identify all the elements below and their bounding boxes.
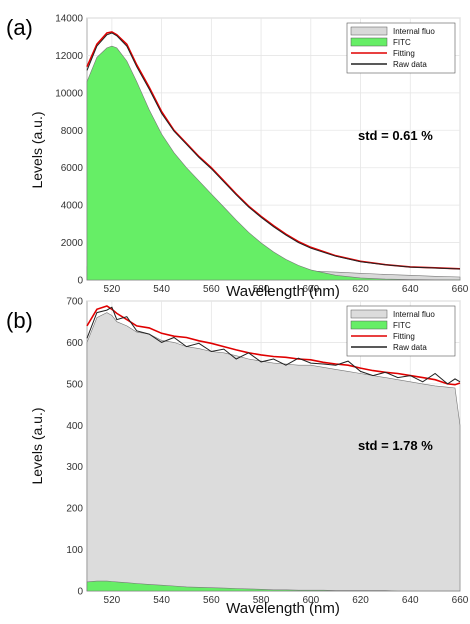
panel-a: (a) 520 540 560 580 600 620 640 660 0 2000 4000 60… — [6, 14, 469, 301]
panel-b-y-tick-label: 600 — [66, 338, 83, 349]
panel-b-x-tick-label: 620 — [352, 595, 369, 606]
panel-b-y-axis-label: Levels (a.u.) — [29, 407, 45, 484]
panel-b-series-fitc-area — [86, 580, 460, 592]
panel-a-std-annotation: std = 0.61 % — [358, 128, 433, 143]
panel-b-y-tick-label: 200 — [66, 504, 83, 515]
panel-b-y-tick-label: 700 — [66, 297, 83, 308]
panel-b-x-tick-label: 580 — [253, 595, 270, 606]
panel-a-y-tick-label: 12000 — [55, 51, 83, 62]
panel-b-y-tick-label: 0 — [77, 587, 83, 598]
panel-a-legend-label-fitc: FITC — [393, 38, 411, 47]
panel-b-y-tick-label: 300 — [66, 462, 83, 473]
panel-b-x-tick-label: 660 — [452, 595, 469, 606]
panel-b-legend-label-fitc: FITC — [393, 321, 411, 330]
panel-a-legend-label-fitting: Fitting — [393, 49, 415, 58]
panel-b-fills — [86, 312, 461, 592]
panel-b-std-annotation: std = 1.78 % — [358, 438, 433, 453]
panel-a-legend-swatch-internal-fluo — [350, 26, 388, 36]
panel-a-legend-label-internal-fluo: Internal fluo — [393, 27, 435, 36]
panel-b-label: (b) — [6, 308, 33, 333]
panel-b-legend-label-raw-data: Raw data — [393, 343, 427, 352]
panel-a-y-axis-label: Levels (a.u.) — [29, 111, 45, 188]
panel-b-series-raw-data-line — [86, 306, 461, 385]
panel-a-x-ticks: 520 540 560 580 600 620 640 660 — [104, 284, 469, 295]
panel-a-x-tick-label: 580 — [253, 284, 270, 295]
panel-a-x-tick-label: 540 — [153, 284, 170, 295]
panel-a-lines — [86, 31, 461, 270]
panel-b-y-ticks: 0 100 200 300 400 500 600 700 — [66, 297, 83, 598]
panel-a-legend: Internal fluo FITC Fitting Raw data — [346, 22, 456, 74]
panel-b: (b) 520 540 560 580 600 620 640 660 0 100 200 300 4… — [6, 297, 469, 618]
panel-a-y-tick-label: 14000 — [55, 14, 83, 25]
panel-a-x-tick-label: 640 — [402, 284, 419, 295]
panel-b-lines — [86, 305, 461, 386]
panel-a-x-tick-label: 520 — [104, 284, 121, 295]
panel-b-x-tick-label: 600 — [302, 595, 319, 606]
panel-a-label: (a) — [6, 15, 33, 40]
panel-a-x-tick-label: 660 — [452, 284, 469, 295]
panel-b-y-tick-label: 100 — [66, 545, 83, 556]
panel-b-x-tick-label: 640 — [402, 595, 419, 606]
panel-b-legend: Internal fluo FITC Fitting Raw data — [346, 305, 456, 357]
panel-b-x-tick-label: 540 — [153, 595, 170, 606]
panel-a-fills — [86, 45, 461, 281]
panel-a-series-raw-data-line — [86, 32, 461, 270]
panel-a-legend-label-raw-data: Raw data — [393, 60, 427, 69]
panel-b-series-internal-fluo-area — [86, 312, 461, 592]
panel-b-legend-swatch-fitc — [350, 320, 388, 330]
panel-b-x-tick-label: 520 — [104, 595, 121, 606]
panel-a-y-tick-label: 10000 — [55, 88, 83, 99]
panel-b-series-fitting-line — [86, 305, 461, 386]
panel-a-y-tick-label: 6000 — [61, 163, 84, 174]
panel-a-series-fitc-area — [86, 45, 461, 281]
panel-b-legend-swatch-internal-fluo — [350, 309, 388, 319]
panel-a-y-tick-label: 0 — [77, 276, 83, 287]
panel-b-y-tick-label: 500 — [66, 379, 83, 390]
panel-a-x-tick-label: 620 — [352, 284, 369, 295]
panel-a-legend-swatch-fitc — [350, 37, 388, 47]
panel-a-x-tick-label: 560 — [203, 284, 220, 295]
panel-b-legend-label-fitting: Fitting — [393, 332, 415, 341]
panel-a-y-tick-label: 2000 — [61, 238, 84, 249]
panel-a-y-tick-label: 4000 — [61, 201, 84, 212]
panel-b-x-axis-label: Wavelength (nm) — [226, 600, 340, 617]
panel-b-legend-label-internal-fluo: Internal fluo — [393, 310, 435, 319]
panel-b-y-tick-label: 400 — [66, 421, 83, 432]
panel-a-y-tick-label: 8000 — [61, 126, 84, 137]
panel-b-x-ticks: 520 540 560 580 600 620 640 660 — [104, 595, 469, 606]
panel-a-x-axis-label: Wavelength (nm) — [226, 283, 340, 300]
panel-b-x-tick-label: 560 — [203, 595, 220, 606]
panel-a-y-ticks: 0 2000 4000 6000 8000 10000 12000 14000 — [55, 14, 83, 287]
panel-a-x-tick-label: 600 — [302, 284, 319, 295]
